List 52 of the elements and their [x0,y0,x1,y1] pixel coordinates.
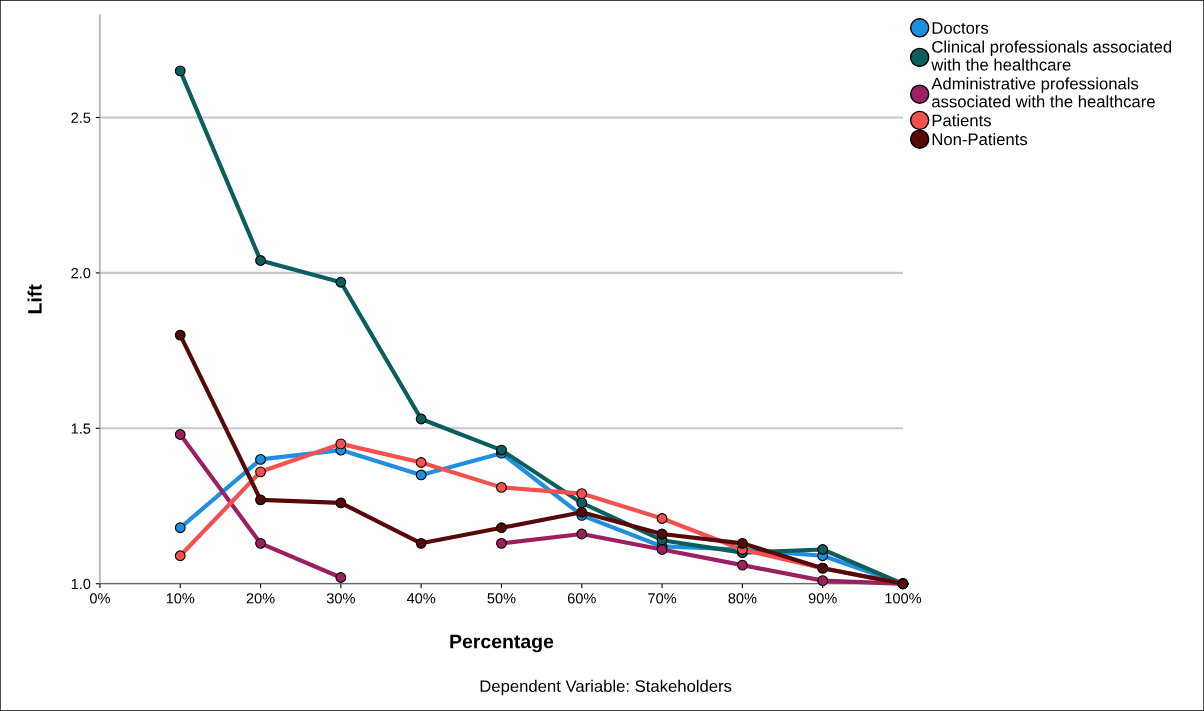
point [817,544,829,555]
legend-label: Doctors [932,22,989,34]
point [656,528,668,540]
point [255,466,266,478]
x-tick-label: 100% [885,593,922,604]
point [415,413,427,425]
y-tick-label: 2.5 [71,112,91,123]
legend-label: Clinical professionals associated with the healthcare [931,40,1172,71]
point [656,513,668,524]
x-tick-label: 0% [89,593,110,604]
point [415,469,427,481]
x-tick-label: 70% [648,593,677,604]
point [415,537,427,549]
point [335,438,347,450]
point [496,537,507,549]
x-tick-label: 80% [728,593,757,604]
x-tick-label: 30% [326,593,355,604]
point [174,65,186,77]
legend-label: Administrative professionals associated with the healthcare [931,77,1155,108]
x-tick-label: 90% [808,593,837,604]
y-axis-title: Lift [27,284,42,314]
point [496,481,507,493]
legend-label: Patients [932,114,991,127]
legend-label: Non-Patients [932,132,1028,146]
point [817,575,829,587]
x-tick-label: 40% [406,593,436,604]
text: Dependent Variable: Stakeholders [480,679,732,696]
point [174,429,186,440]
point [496,522,507,534]
y-tick-label: 1.5 [71,423,91,434]
point [255,537,266,549]
point [255,255,266,266]
point [335,276,347,288]
point [174,329,186,341]
x-tick-label: 50% [487,593,516,604]
x-axis-title: Percentage [450,634,554,653]
point [255,494,266,506]
point [415,457,427,468]
point [174,550,186,562]
point [335,572,347,583]
point [736,559,748,571]
y-tick-label: 1.0 [71,578,91,590]
x-tick-label: 60% [567,593,596,604]
y-tick-label: 2.0 [71,268,91,279]
point [255,453,266,465]
point [576,528,588,540]
x-tick-label: 20% [246,593,275,604]
point [174,522,186,534]
point [335,497,347,509]
point [576,488,588,500]
x-tick-label: 10% [166,593,195,604]
point [736,537,748,549]
